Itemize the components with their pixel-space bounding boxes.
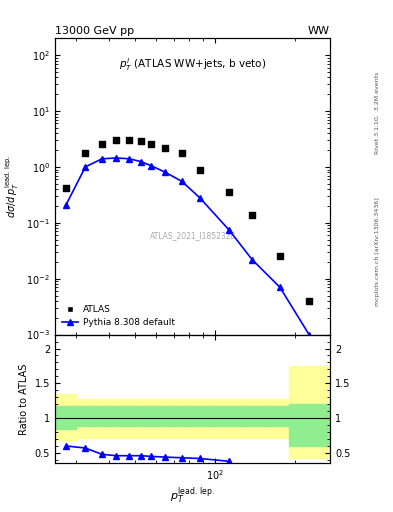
ATLAS	[306, 297, 312, 305]
Pythia 8.308 default	[226, 227, 231, 233]
Pythia 8.308 default	[149, 163, 154, 169]
Text: 13000 GeV pp: 13000 GeV pp	[55, 26, 134, 36]
ATLAS	[162, 144, 169, 152]
Pythia 8.308 default	[307, 331, 311, 337]
Y-axis label: $d\sigma/d\,p_T^{\rm lead.\,lep.}$: $d\sigma/d\,p_T^{\rm lead.\,lep.}$	[3, 155, 20, 218]
ATLAS	[226, 188, 232, 197]
Pythia 8.308 default	[127, 156, 132, 162]
Pythia 8.308 default	[198, 195, 202, 201]
ATLAS	[179, 148, 185, 157]
ATLAS	[99, 140, 105, 148]
Text: ATLAS_2021_I1852328: ATLAS_2021_I1852328	[149, 231, 236, 240]
Pythia 8.308 default	[83, 164, 88, 170]
ATLAS	[126, 136, 132, 144]
ATLAS	[63, 184, 69, 192]
Pythia 8.308 default	[64, 202, 68, 208]
Pythia 8.308 default	[138, 159, 143, 165]
ATLAS	[197, 165, 203, 174]
X-axis label: $p_T^{\rm lead.\,lep.}$: $p_T^{\rm lead.\,lep.}$	[170, 485, 215, 505]
Pythia 8.308 default	[180, 178, 184, 184]
Pythia 8.308 default	[99, 156, 104, 162]
ATLAS	[148, 140, 154, 148]
ATLAS	[277, 251, 283, 260]
Pythia 8.308 default	[277, 284, 282, 290]
ATLAS	[138, 137, 144, 145]
Y-axis label: Ratio to ATLAS: Ratio to ATLAS	[19, 364, 29, 435]
Pythia 8.308 default	[163, 169, 168, 176]
ATLAS	[249, 210, 255, 219]
Line: Pythia 8.308 default: Pythia 8.308 default	[63, 155, 312, 338]
ATLAS	[113, 136, 119, 144]
ATLAS	[82, 148, 88, 157]
Text: mcplots.cern.ch [arXiv:1306.3436]: mcplots.cern.ch [arXiv:1306.3436]	[375, 197, 380, 306]
Text: Rivet 3.1.10,  3.2M events: Rivet 3.1.10, 3.2M events	[375, 71, 380, 154]
Text: $p_T^l$ (ATLAS WW+jets, b veto): $p_T^l$ (ATLAS WW+jets, b veto)	[119, 56, 266, 73]
Pythia 8.308 default	[114, 155, 119, 161]
Legend: ATLAS, Pythia 8.308 default: ATLAS, Pythia 8.308 default	[59, 302, 178, 330]
Text: WW: WW	[308, 26, 330, 36]
Pythia 8.308 default	[250, 257, 254, 263]
